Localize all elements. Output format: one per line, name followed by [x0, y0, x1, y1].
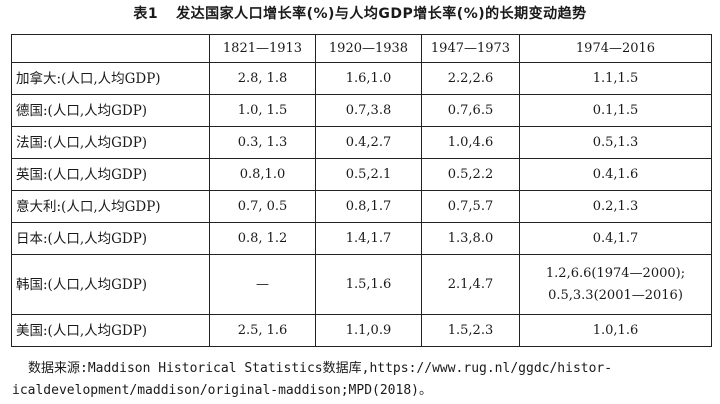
table-cell: 2.1,4.7	[421, 254, 520, 315]
row-label: 英国:(人口,人均GDP)	[11, 158, 210, 191]
table-title: 发达国家人口增长率(%)与人均GDP增长率(%)的长期变动趋势	[176, 6, 587, 22]
table-cell: 0.7,5.7	[421, 190, 520, 223]
table-cell: 1.6,1.0	[315, 62, 422, 95]
table-row-italy: 意大利:(人口,人均GDP) 0.7, 0.5 0.8,1.7 0.7,5.7 …	[11, 190, 712, 223]
table-cell: 0.4,2.7	[315, 126, 422, 159]
row-label: 法国:(人口,人均GDP)	[11, 126, 210, 159]
row-label: 意大利:(人口,人均GDP)	[11, 190, 210, 223]
table-cell: 0.5,2.1	[315, 158, 422, 191]
table-cell: 1.1,0.9	[315, 314, 422, 347]
table-row-usa: 美国:(人口,人均GDP) 2.5, 1.6 1.1,0.9 1.5,2.3 1…	[11, 314, 712, 347]
table-row-uk: 英国:(人口,人均GDP) 0.8,1.0 0.5,2.1 0.5,2.2 0.…	[11, 158, 712, 191]
table-caption: 表1 发达国家人口增长率(%)与人均GDP增长率(%)的长期变动趋势	[0, 4, 720, 24]
row-label: 日本:(人口,人均GDP)	[11, 222, 210, 255]
table-cell: 0.7, 0.5	[209, 190, 316, 223]
table-cell: 1.5,2.3	[421, 314, 520, 347]
table-cell-multiline: 1.2,6.6(1974—2000); 0.5,3.3(2001—2016)	[519, 254, 712, 315]
table-cell: —	[209, 254, 316, 315]
table-cell: 0.2,1.3	[519, 190, 712, 223]
header-cell-blank	[11, 34, 210, 63]
table-cell: 0.7,3.8	[315, 94, 422, 127]
table-cell: 1.1,1.5	[519, 62, 712, 95]
table-cell: 0.5,2.2	[421, 158, 520, 191]
table-cell: 0.8,1.0	[209, 158, 316, 191]
row-label: 美国:(人口,人均GDP)	[11, 314, 210, 347]
table-row-japan: 日本:(人口,人均GDP) 0.8, 1.2 1.4,1.7 1.3,8.0 0…	[11, 222, 712, 255]
table-cell: 1.4,1.7	[315, 222, 422, 255]
row-label: 加拿大:(人口,人均GDP)	[11, 62, 210, 95]
table-row-france: 法国:(人口,人均GDP) 0.3, 1.3 0.4,2.7 1.0,4.6 0…	[11, 126, 712, 159]
table-cell: 2.5, 1.6	[209, 314, 316, 347]
table-row-germany: 德国:(人口,人均GDP) 1.0, 1.5 0.7,3.8 0.7,6.5 0…	[11, 94, 712, 127]
row-label: 韩国:(人口,人均GDP)	[11, 254, 210, 315]
table-number: 表1	[133, 6, 159, 22]
header-cell-1947-1973: 1947—1973	[421, 34, 520, 63]
source-note: 数据来源:Maddison Historical Statistics数据库,h…	[0, 358, 720, 402]
header-cell-1920-1938: 1920—1938	[315, 34, 422, 63]
table-cell: 1.0,1.6	[519, 314, 712, 347]
table-cell: 0.5,1.3	[519, 126, 712, 159]
table-cell: 0.7,6.5	[421, 94, 520, 127]
table-row-canada: 加拿大:(人口,人均GDP) 2.8, 1.8 1.6,1.0 2.2,2.6 …	[11, 62, 712, 95]
table-cell: 1.3,8.0	[421, 222, 520, 255]
source-note-line-2: icaldevelopment/maddison/original-maddis…	[12, 383, 432, 398]
header-cell-1821-1913: 1821—1913	[209, 34, 316, 63]
table-cell: 0.1,1.5	[519, 94, 712, 127]
table-cell: 0.4,1.7	[519, 222, 712, 255]
table-cell: 2.2,2.6	[421, 62, 520, 95]
header-cell-1974-2016: 1974—2016	[519, 34, 712, 63]
table-cell: 2.8, 1.8	[209, 62, 316, 95]
table-cell: 0.8, 1.2	[209, 222, 316, 255]
table-cell: 0.4,1.6	[519, 158, 712, 191]
table-cell: 0.8,1.7	[315, 190, 422, 223]
table-cell: 0.3, 1.3	[209, 126, 316, 159]
source-note-line-1: 数据来源:Maddison Historical Statistics数据库,h…	[28, 361, 613, 376]
table-cell: 1.0,4.6	[421, 126, 520, 159]
table-cell: 1.5,1.6	[315, 254, 422, 315]
table-row-korea: 韩国:(人口,人均GDP) — 1.5,1.6 2.1,4.7 1.2,6.6(…	[11, 254, 712, 315]
table-cell: 1.0, 1.5	[209, 94, 316, 127]
table-header-row: 1821—1913 1920—1938 1947—1973 1974—2016	[11, 34, 712, 63]
growth-rate-table: 1821—1913 1920—1938 1947—1973 1974—2016 …	[11, 34, 712, 347]
row-label: 德国:(人口,人均GDP)	[11, 94, 210, 127]
